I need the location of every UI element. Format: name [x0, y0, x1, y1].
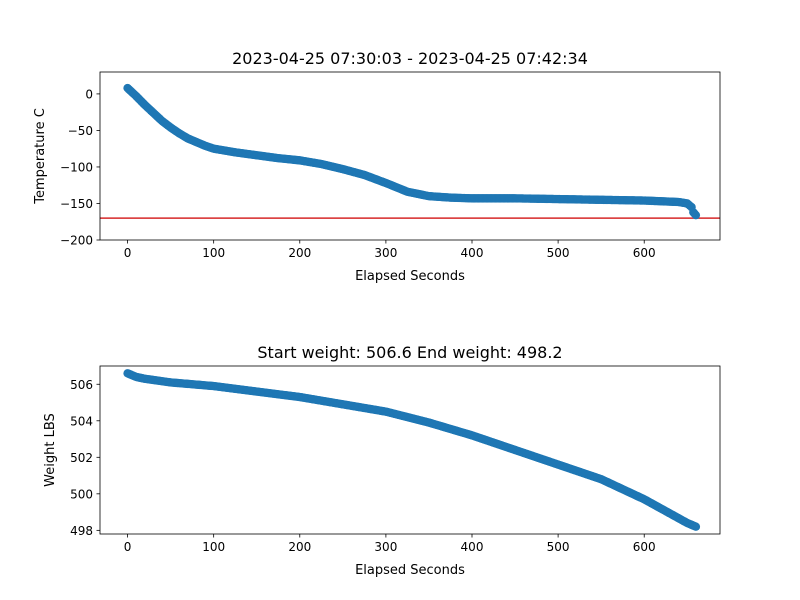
data-point: [691, 210, 701, 220]
chart-title: Start weight: 506.6 End weight: 498.2: [257, 343, 562, 362]
temperature-subplot: 2023-04-25 07:30:03 - 2023-04-25 07:42:3…: [33, 49, 721, 284]
y-axis-label: Temperature C: [33, 108, 48, 205]
plot-area: [123, 369, 701, 531]
x-tick-label: 600: [633, 540, 656, 554]
chart-title: 2023-04-25 07:30:03 - 2023-04-25 07:42:3…: [232, 49, 588, 68]
y-tick-label: −100: [60, 160, 93, 174]
x-tick-label: 200: [288, 540, 311, 554]
x-tick-label: 0: [124, 540, 132, 554]
x-tick-label: 400: [461, 540, 484, 554]
x-tick-label: 500: [547, 246, 570, 260]
x-axis-label: Elapsed Seconds: [355, 563, 465, 578]
x-tick-label: 500: [547, 540, 570, 554]
y-tick-label: 506: [70, 378, 93, 392]
x-tick-label: 200: [288, 246, 311, 260]
x-tick-label: 400: [461, 246, 484, 260]
x-tick-label: 100: [202, 540, 225, 554]
axes-frame: [99, 365, 721, 535]
x-axis-label: Elapsed Seconds: [355, 269, 465, 284]
plot-area: [100, 83, 720, 220]
y-tick-label: −150: [60, 197, 93, 211]
y-tick-label: 0: [85, 87, 93, 101]
x-tick-label: 300: [374, 246, 397, 260]
y-tick-label: 502: [70, 451, 93, 465]
y-axis-label: Weight LBS: [43, 413, 58, 487]
data-point: [691, 522, 701, 531]
y-tick-label: −50: [68, 124, 93, 138]
y-tick-label: 498: [70, 524, 93, 538]
x-tick-label: 600: [633, 246, 656, 260]
y-tick-label: −200: [60, 234, 93, 248]
y-tick-label: 500: [70, 487, 93, 501]
y-tick-label: 504: [70, 414, 93, 428]
weight-subplot: Start weight: 506.6 End weight: 498.2 0 10…: [43, 343, 721, 578]
x-tick-label: 100: [202, 246, 225, 260]
axes-frame: [99, 71, 721, 241]
x-tick-label: 0: [124, 246, 132, 260]
x-tick-label: 300: [374, 540, 397, 554]
